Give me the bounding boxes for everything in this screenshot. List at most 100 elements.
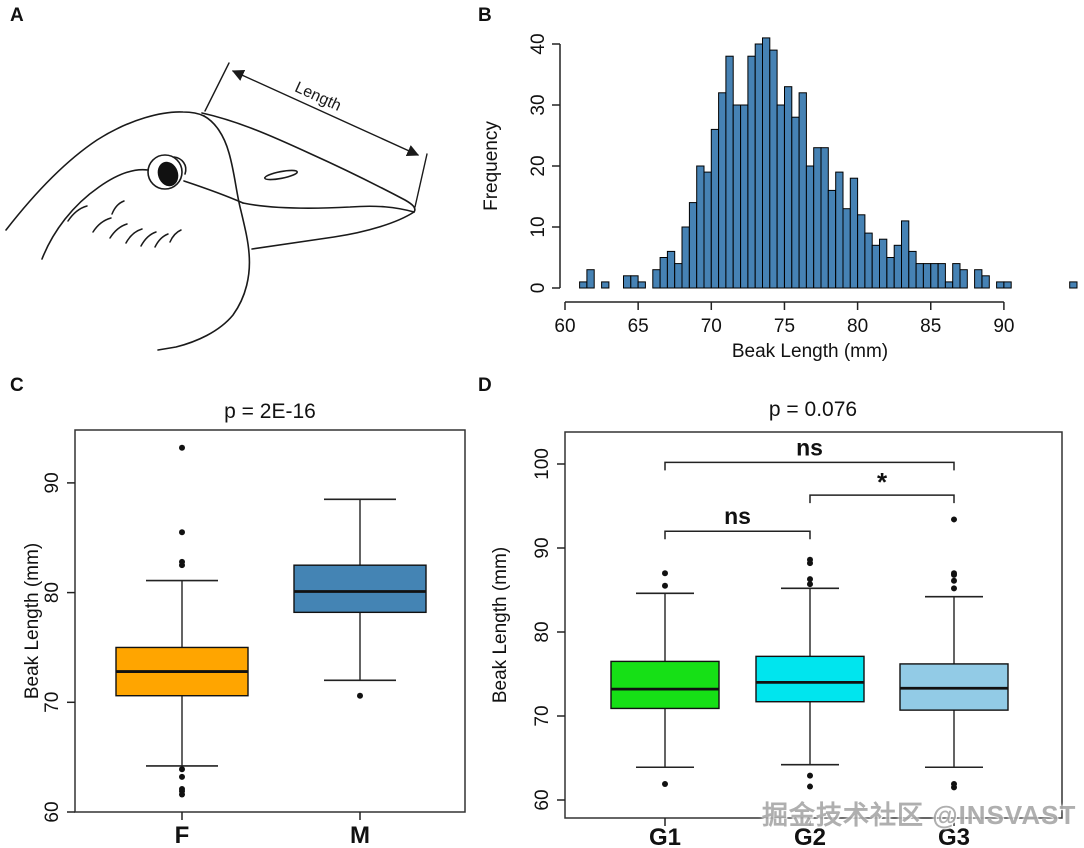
histogram-bar <box>820 147 829 289</box>
histogram-bar <box>842 208 851 289</box>
category-label: F <box>175 822 190 848</box>
histogram-bar <box>681 226 690 289</box>
histogram-bar <box>996 281 1005 289</box>
plot-frame <box>564 431 1063 819</box>
box <box>755 655 865 703</box>
histogram-bar <box>754 43 764 289</box>
histogram-bar <box>762 37 771 289</box>
box <box>293 564 427 614</box>
panel-d-boxplot: p = 0.076 Beak Length (mm) 60 70 80 90 100 G1… <box>490 398 1063 848</box>
bird-head-outline <box>5 111 205 231</box>
histogram-bar <box>944 281 954 289</box>
outlier-point <box>662 582 668 589</box>
panel-label-a: A <box>10 5 24 26</box>
histogram-bar <box>579 281 588 289</box>
length-dimension-annotation <box>204 62 428 208</box>
outlier-point <box>951 781 957 788</box>
panel-label-b: B <box>478 5 492 26</box>
histogram-bar <box>725 55 734 289</box>
bird-under-eye-line <box>183 180 244 204</box>
histogram-bar <box>659 257 668 289</box>
histogram-bar <box>769 49 778 289</box>
box-group-G2 <box>755 556 865 790</box>
d-plot-area: 60 70 80 90 100 G1 G2 G3 ns * ns <box>532 431 1063 848</box>
plot-frame <box>74 429 466 813</box>
histogram-bar <box>871 244 881 289</box>
histogram-bar <box>688 202 698 289</box>
histogram-bar <box>747 55 756 289</box>
box-group-G1 <box>610 570 720 788</box>
histogram-bar <box>922 263 932 289</box>
significance-label: * <box>877 467 888 497</box>
panel-label-c: C <box>10 375 24 396</box>
histogram-axes: 0 10 20 30 40 60 65 70 75 80 85 90 <box>528 33 1014 337</box>
y-tick-label: 100 <box>532 448 553 480</box>
outlier-point <box>807 576 813 583</box>
dimension-extension-line-left <box>204 62 230 112</box>
outlier-point <box>807 772 813 779</box>
significance-label: ns <box>724 503 751 529</box>
b-x-tick-label: 65 <box>628 316 649 337</box>
histogram-bar <box>981 275 990 289</box>
histogram-bar <box>930 263 939 289</box>
histogram-bar <box>623 275 632 289</box>
panel-c-boxplot: p = 2E-16 Beak Length (mm) 60 70 80 90 F M <box>22 400 466 848</box>
histogram-bar <box>732 104 742 289</box>
y-tick-label: 90 <box>42 472 63 493</box>
bird-culmen-line <box>201 112 416 213</box>
category-label: G3 <box>938 824 970 848</box>
b-y-tick-label: 20 <box>528 155 549 176</box>
category-label: M <box>350 822 370 848</box>
d-y-axis-label: Beak Length (mm) <box>490 547 511 703</box>
box <box>610 660 720 710</box>
outlier-point <box>807 783 813 790</box>
y-tick-label: 70 <box>42 692 63 713</box>
histogram-bar <box>586 269 595 289</box>
significance-bracket <box>664 461 955 471</box>
dimension-arrow <box>231 70 420 156</box>
outlier-point <box>179 766 185 773</box>
b-y-tick-label: 10 <box>528 216 549 237</box>
histogram-bar <box>849 177 859 289</box>
dimension-extension-line-right <box>414 153 428 208</box>
histogram-bar <box>937 263 946 289</box>
histogram-bar <box>798 92 807 289</box>
outlier-point <box>179 558 185 565</box>
histogram-bar <box>776 104 785 289</box>
y-tick-label: 90 <box>532 537 553 558</box>
b-y-tick-label: 40 <box>528 33 549 54</box>
histogram-bar <box>674 263 683 289</box>
histogram-bar <box>959 269 968 289</box>
b-x-tick-label: 90 <box>993 316 1014 337</box>
histogram-bar <box>696 165 705 289</box>
histogram-bar <box>718 92 727 289</box>
c-title: p = 2E-16 <box>224 400 316 423</box>
bird-feather-strokes <box>67 200 182 248</box>
histogram-bar <box>601 281 610 289</box>
box-group-G3 <box>899 516 1009 791</box>
histogram-bar <box>864 232 873 289</box>
histogram-bar <box>915 263 924 289</box>
bird-nostril <box>263 169 299 181</box>
c-y-axis-label: Beak Length (mm) <box>22 543 43 699</box>
panel-a-bird-drawing: Length <box>5 62 428 351</box>
b-x-tick-label: 70 <box>701 316 722 337</box>
box-group-M <box>293 498 427 699</box>
histogram-bars <box>579 37 1078 289</box>
histogram-bar <box>879 238 888 289</box>
histogram-bar <box>805 165 815 289</box>
y-tick-label: 70 <box>532 705 553 726</box>
outlier-point <box>179 773 185 780</box>
category-label: G2 <box>794 824 826 848</box>
outlier-point <box>807 581 813 588</box>
bird-gape-line <box>242 202 415 213</box>
histogram-bar <box>740 104 749 289</box>
b-x-tick-label: 60 <box>554 316 575 337</box>
outlier-point <box>179 785 185 792</box>
histogram-bar <box>908 250 917 289</box>
histogram-bar <box>703 171 712 289</box>
bird-cheek-line <box>41 168 149 260</box>
histogram-bar <box>886 257 895 289</box>
histogram-bar <box>666 250 676 289</box>
